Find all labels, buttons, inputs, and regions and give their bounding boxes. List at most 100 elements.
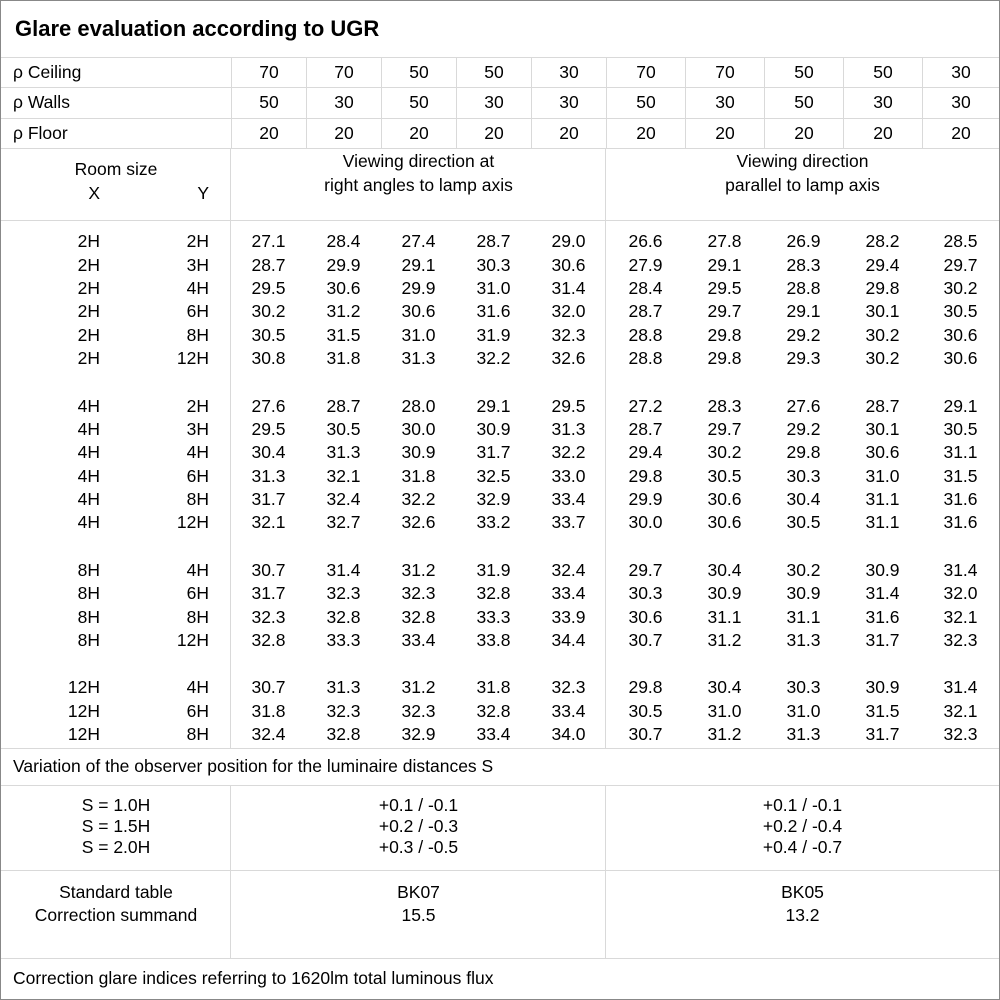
ugr-value-parallel: 32.3 [943,630,978,651]
group-divider-right [605,870,606,958]
ugr-value-right-angles: 33.3 [326,630,361,651]
variation-note: Variation of the observer position for t… [1,749,999,786]
observer-variation-table: S = 1.0H S = 1.5H S = 2.0H +0.1 / -0.1 +0.2… [1,785,999,871]
room-size-x: 12H [67,677,100,698]
room-size-x: 2H [77,277,100,298]
ugr-value-right-angles: 33.4 [476,724,511,745]
ugr-value-parallel: 28.7 [628,301,663,322]
ugr-value-parallel: 27.6 [786,395,821,416]
ugr-value-parallel: 30.2 [943,277,978,298]
ugr-value-right-angles: 27.4 [401,231,436,252]
ugr-value-parallel: 30.5 [628,700,663,721]
table-row: 4H 4H 30.4 31.3 30.9 31.7 32.2 29.4 30.2 29.8 30.6… [1,441,999,464]
ugr-value-right-angles: 33.9 [551,606,586,627]
reflectance-row: ρ Floor 20 20 20 20 20 20 20 20 20 20 [1,118,999,149]
group-divider-right [605,785,606,870]
ugr-value-parallel: 30.7 [628,630,663,651]
ugr-value-right-angles: 32.3 [326,700,361,721]
reflectance-value: 50 [381,58,456,88]
table-row: 2H 2H 27.1 28.4 27.4 28.7 29.0 26.6 27.8 26.9 28.2… [1,230,999,253]
ugr-value-parallel: 31.0 [865,465,900,486]
ugr-value-right-angles: 29.0 [551,231,586,252]
s-variation-value: +0.1 / -0.1 [378,794,459,815]
table-row: 8H 6H 31.7 32.3 32.3 32.8 33.4 30.3 30.9 30.9 31.4… [1,582,999,605]
ugr-value-parallel: 30.4 [786,489,821,510]
room-size-y: 8H [186,324,209,345]
ugr-value-right-angles: 32.8 [476,700,511,721]
table-row: 12H 8H 32.4 32.8 32.9 33.4 34.0 30.7 31.2 31.3 31.… [1,723,999,746]
left-group-header-line1: Viewing direction at [342,150,495,171]
room-size-x: 4H [77,489,100,510]
ugr-value-parallel: 29.7 [707,418,742,439]
ugr-value-right-angles: 33.7 [551,512,586,533]
reflectance-row-label: ρ Walls [13,92,70,113]
ugr-value-parallel: 29.7 [943,254,978,275]
ugr-value-parallel: 29.8 [786,442,821,463]
reflectance-value: 70 [685,58,764,88]
reflectance-table: ρ Ceiling 70 70 50 50 30 70 70 50 50 30 ρ Walls 50 30… [1,58,999,149]
ugr-value-parallel: 29.2 [786,418,821,439]
ugr-value-right-angles: 32.8 [476,583,511,604]
ugr-value-right-angles: 29.1 [401,254,436,275]
ugr-value-right-angles: 32.3 [401,700,436,721]
reflectance-value: 20 [606,118,685,148]
room-size-y: 6H [186,301,209,322]
reflectance-value: 50 [764,58,843,88]
ugr-value-parallel: 31.1 [865,512,900,533]
ugr-value-right-angles: 32.8 [251,630,286,651]
ugr-value-right-angles: 32.3 [251,606,286,627]
room-size-x: 4H [77,512,100,533]
table-row: 2H 4H 29.5 30.6 29.9 31.0 31.4 28.4 29.5 28.8 29.8… [1,277,999,300]
table-row: 2H 3H 28.7 29.9 29.1 30.3 30.6 27.9 29.1 28.3 29.4… [1,253,999,276]
left-group-header: Viewing direction at right angles to lam… [231,149,606,220]
ugr-value-right-angles: 28.4 [326,231,361,252]
room-size-header: Room size X Y [1,149,231,220]
ugr-value-parallel: 28.2 [865,231,900,252]
ugr-value-right-angles: 31.8 [476,677,511,698]
ugr-value-right-angles: 32.8 [326,724,361,745]
ugr-value-parallel: 30.6 [865,442,900,463]
ugr-value-parallel: 28.7 [628,418,663,439]
reflectance-value: 30 [922,58,999,88]
ugr-value-parallel: 30.5 [707,465,742,486]
ugr-value-parallel: 31.0 [786,700,821,721]
room-size-y: 2H [186,231,209,252]
ugr-value-right-angles: 31.3 [401,348,436,369]
ugr-value-right-angles: 31.2 [326,301,361,322]
reflectance-value: 20 [764,118,843,148]
ugr-value-parallel: 29.1 [943,395,978,416]
y-column-header: Y [197,182,209,203]
group-divider-left [230,785,231,870]
table-row: 12H 6H 31.8 32.3 32.3 32.8 33.4 30.5 31.0 31.0 31.… [1,700,999,723]
ugr-value-parallel: 31.2 [707,630,742,651]
ugr-value-right-angles: 33.4 [551,489,586,510]
ugr-value-right-angles: 28.7 [476,231,511,252]
s-distance-label: S = 1.0H [81,794,151,815]
room-size-y: 4H [186,559,209,580]
ugr-value-right-angles: 32.6 [551,348,586,369]
ugr-value-right-angles: 31.7 [251,583,286,604]
ugr-value-parallel: 30.2 [865,348,900,369]
room-size-y: 12H [176,512,209,533]
group-divider-right [605,148,606,220]
ugr-value-right-angles: 31.0 [476,277,511,298]
ugr-value-right-angles: 32.1 [251,512,286,533]
ugr-value-right-angles: 31.8 [326,348,361,369]
ugr-value-right-angles: 32.2 [401,489,436,510]
ugr-value-right-angles: 30.6 [551,254,586,275]
ugr-value-parallel: 31.5 [865,700,900,721]
ugr-value-parallel: 29.8 [628,465,663,486]
ugr-value-parallel: 29.4 [865,254,900,275]
table-row: 4H 3H 29.5 30.5 30.0 30.9 31.3 28.7 29.7 29.2 30.1… [1,418,999,441]
room-size-x: 8H [77,583,100,604]
group-divider-left [230,870,231,958]
ugr-value-parallel: 30.5 [786,512,821,533]
standard-row-label: Standard table [59,881,173,902]
reflectance-value: 20 [381,118,456,148]
ugr-value-parallel: 30.3 [628,583,663,604]
ugr-value-parallel: 31.4 [943,559,978,580]
reflectance-row-label: ρ Floor [13,122,68,143]
table-header: Room size X Y Viewing direction at right… [1,148,999,221]
ugr-value-right-angles: 32.4 [251,724,286,745]
ugr-value-parallel: 29.1 [786,301,821,322]
